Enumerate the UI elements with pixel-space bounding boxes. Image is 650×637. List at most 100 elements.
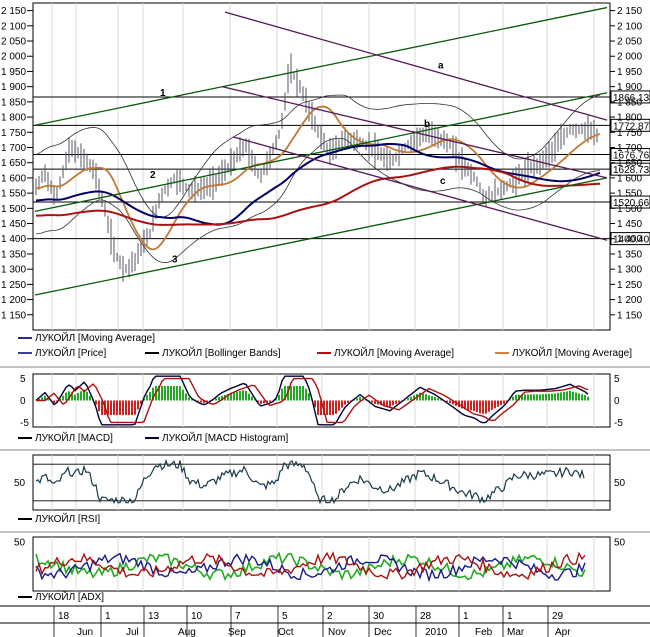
x-day-label: 5 (282, 611, 288, 622)
y-tick-label-right: 50 (614, 537, 626, 548)
level-box (610, 118, 650, 132)
level-box (610, 148, 650, 162)
y-tick-label-left: 50 (14, 537, 26, 548)
y-tick-label-left: 1 350 (1, 249, 26, 260)
level-label: 1628.73 (613, 165, 650, 176)
level-box (610, 90, 650, 104)
x-month-label: Nov (328, 627, 346, 637)
y-tick-label-right: 50 (614, 478, 626, 489)
y-tick-label-left: 1 750 (1, 128, 26, 139)
x-month-label: Feb (475, 627, 493, 637)
y-tick-label-right: 1 950 (617, 67, 642, 78)
y-tick-label-left: 1 950 (1, 67, 26, 78)
y-tick-label-left: -5 (20, 418, 29, 429)
x-day-label: 13 (148, 611, 160, 622)
price-series (35, 53, 598, 282)
channel-label: a (438, 60, 444, 71)
y-tick-label-right: 1 400 (617, 234, 642, 245)
y-tick-label-left: 1 850 (1, 97, 26, 108)
channel-label: 1 (160, 88, 166, 99)
y-tick-label-left: 1 600 (1, 173, 26, 184)
x-day-label: 10 (191, 611, 203, 622)
y-tick-label-left: 1 650 (1, 158, 26, 169)
bollinger-lower (35, 137, 601, 264)
x-month-label: Aug (178, 627, 196, 637)
x-day-label: 30 (373, 611, 385, 622)
legend-label: ЛУКОЙЛ [Price] (35, 346, 106, 359)
x-month-label: Sep (228, 627, 246, 637)
rsi-line (35, 458, 585, 505)
channel-label: b (424, 119, 430, 130)
y-tick-label-left: 5 (20, 374, 26, 385)
y-tick-label-right: -5 (614, 418, 623, 429)
level-label: 1772.87 (613, 121, 650, 132)
x-month-label: Dec (374, 627, 392, 637)
y-tick-label-right: 1 250 (617, 280, 642, 291)
x-month-label: Oct (278, 627, 294, 637)
y-tick-label-right: 1 650 (617, 158, 642, 169)
y-tick-label-right: 1 300 (617, 265, 642, 276)
channel-line-c (232, 136, 608, 241)
y-tick-label-right: 1 700 (617, 143, 642, 154)
y-tick-label-left: 2 100 (1, 21, 26, 32)
y-tick-label-right: 1 350 (617, 249, 642, 260)
x-month-label: Apr (555, 627, 571, 637)
y-tick-label-right: 2 100 (617, 21, 642, 32)
x-day-label: 18 (58, 611, 70, 622)
y-tick-label-right: 1 850 (617, 97, 642, 108)
y-tick-label-right: 2 000 (617, 52, 642, 63)
y-tick-label-left: 50 (14, 478, 26, 489)
y-tick-label-left: 1 550 (1, 189, 26, 200)
x-day-label: 1 (463, 611, 469, 622)
x-month-label: Mar (507, 627, 525, 637)
x-month-label: 2010 (425, 627, 448, 637)
level-label: 1676.76 (613, 151, 650, 162)
macd-line (35, 375, 589, 426)
y-tick-label-left: 1 200 (1, 295, 26, 306)
adx-line (35, 552, 586, 583)
y-tick-label-left: 1 300 (1, 265, 26, 276)
ma-red (36, 165, 601, 226)
channel-line-2 (34, 92, 608, 213)
level-label: 1520.66 (613, 198, 650, 209)
y-tick-label-left: 2 050 (1, 37, 26, 48)
y-tick-label-left: 1 400 (1, 234, 26, 245)
level-box (610, 195, 650, 209)
channel-line-3 (34, 177, 608, 296)
legend-label: ЛУКОЙЛ [MACD Histogram] (162, 431, 289, 444)
y-tick-label-left: 1 800 (1, 113, 26, 124)
channel-line-b (221, 86, 608, 179)
y-tick-label-left: 1 900 (1, 82, 26, 93)
y-tick-label-left: 0 (20, 396, 26, 407)
legend-label: ЛУКОЙЛ [Bollinger Bands] (162, 346, 281, 359)
macd-signal-line (36, 377, 589, 424)
y-tick-label-right: 1 500 (617, 204, 642, 215)
y-tick-label-right: 1 200 (617, 295, 642, 306)
channel-label: 3 (172, 254, 178, 265)
adx-line (35, 551, 586, 580)
legend-label: ЛУКОЙЛ [RSI] (35, 512, 100, 525)
x-day-label: 1 (105, 611, 111, 622)
x-day-label: 29 (552, 611, 564, 622)
y-tick-label-right: 1 150 (617, 310, 642, 321)
level-label: 1866.13 (613, 93, 650, 104)
y-tick-label-right: 5 (614, 374, 620, 385)
y-tick-label-left: 1 700 (1, 143, 26, 154)
y-tick-label-left: 1 500 (1, 204, 26, 215)
channel-line-1 (34, 6, 608, 126)
legend-label: ЛУКОЙЛ [Moving Average] (512, 346, 632, 359)
x-day-label: 7 (235, 611, 241, 622)
y-tick-label-left: 2 000 (1, 52, 26, 63)
y-tick-label-left: 1 250 (1, 280, 26, 291)
x-day-label: 1 (507, 611, 513, 622)
y-tick-label-right: 1 450 (617, 219, 642, 230)
y-tick-label-right: 2 150 (617, 6, 642, 17)
legend-label: ЛУКОЙЛ [MACD] (35, 431, 113, 444)
channel-label: c (440, 176, 446, 187)
level-label: 1400.40 (613, 235, 650, 246)
channel-label: 2 (150, 170, 156, 181)
level-box (610, 162, 650, 176)
x-day-label: 2 (327, 611, 333, 622)
legend-label: ЛУКОЙЛ [Moving Average] (334, 346, 454, 359)
